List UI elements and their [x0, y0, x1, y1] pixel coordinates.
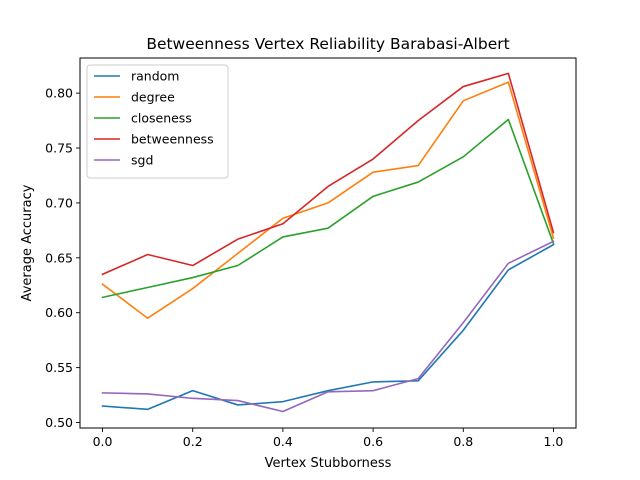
- chart-title: Betweenness Vertex Reliability Barabasi-…: [146, 35, 509, 53]
- x-axis-label: Vertex Stubborness: [265, 456, 392, 471]
- plot-frame: [79, 57, 577, 429]
- legend-label-random: random: [131, 69, 179, 84]
- y-axis-label: Average Accuracy: [20, 184, 35, 301]
- series-line-closeness: [101, 118, 555, 299]
- y-tick-label: 0.75: [45, 141, 73, 156]
- x-tick-label: 1.0: [544, 434, 564, 449]
- legend-box: [86, 64, 229, 179]
- x-tick-label: 0.6: [363, 434, 383, 449]
- legend-label-closeness: closeness: [131, 111, 192, 126]
- y-tick-label: 0.55: [45, 360, 73, 375]
- series-line-betweenness: [101, 72, 555, 276]
- y-tick-label: 0.70: [45, 195, 73, 210]
- legend-label-sgd: sgd: [131, 153, 153, 168]
- y-tick-label: 0.50: [45, 415, 73, 430]
- x-axis-ticks: 0.0 0.2 0.4 0.6 0.8 1.0: [93, 428, 564, 449]
- legend-label-betweenness: betweenness: [131, 132, 214, 147]
- y-tick-label: 0.60: [45, 305, 73, 320]
- x-tick-label: 0.0: [93, 434, 113, 449]
- plot-lines: [101, 72, 555, 413]
- series-line-sgd: [101, 240, 555, 413]
- y-tick-label: 0.65: [45, 250, 73, 265]
- y-tick-label: 0.80: [45, 86, 73, 101]
- series-line-random: [101, 243, 555, 411]
- series-line-degree: [101, 81, 555, 320]
- legend: random degree closeness betweenness sgd: [86, 64, 229, 179]
- x-tick-label: 0.8: [453, 434, 473, 449]
- legend-label-degree: degree: [131, 90, 175, 105]
- x-tick-label: 0.4: [273, 434, 293, 449]
- y-axis-ticks: 0.50 0.55 0.60 0.65 0.70 0.75 0.80: [45, 86, 80, 430]
- x-tick-label: 0.2: [183, 434, 203, 449]
